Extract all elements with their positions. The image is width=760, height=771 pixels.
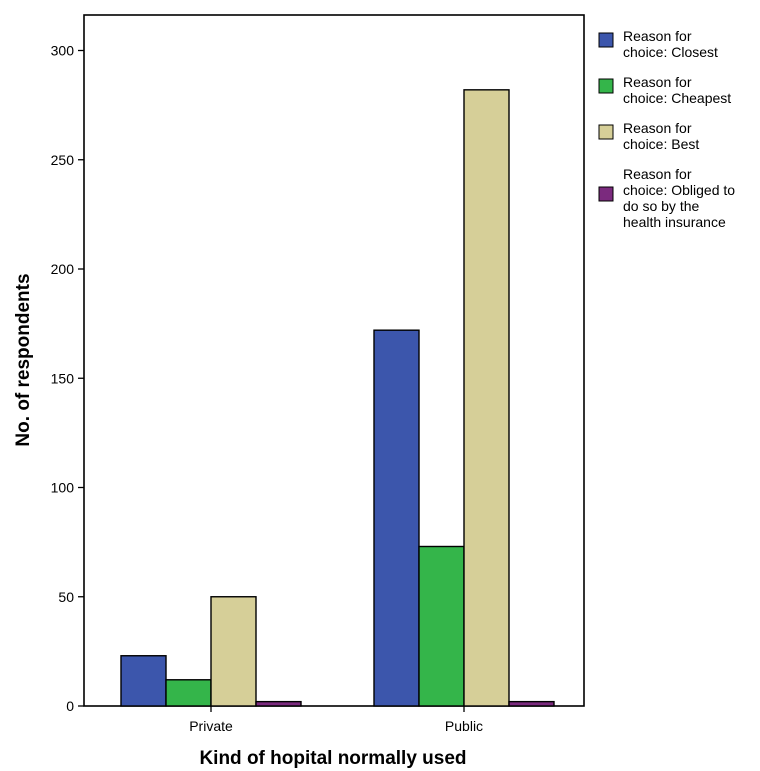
x-tick-label-private: Private [189,718,233,734]
x-axis: Private Public [189,706,483,734]
y-tick-label: 50 [58,589,74,605]
legend-swatch-4 [598,186,614,202]
bar-private-series-4 [255,700,302,707]
bar-public-series-3 [463,89,510,707]
bar-public-series-1 [373,329,420,707]
y-tick-label: 200 [51,261,75,277]
y-tick-label: 0 [66,698,74,714]
legend-swatch-1 [598,32,614,48]
y-tick-label: 250 [51,152,75,168]
legend: Reason for choice: Closest Reason for choic… [598,28,735,230]
y-tick-label: 150 [51,370,75,386]
legend-label-4: Reason for choice: Obliged to do so by the… [623,166,735,230]
bar-public-series-4 [508,700,555,707]
legend-label-2: Reason for choice: Cheapest [623,74,731,106]
bar-private-series-3 [210,596,257,707]
legend-label-1: Reason for choice: Closest [623,28,718,60]
legend-label-3: Reason for choice: Best [623,120,699,152]
y-axis: 0 50 100 150 200 250 300 [51,43,84,714]
bar-private-series-1 [120,655,167,707]
bars [120,89,555,707]
bar-public-series-2 [418,545,465,707]
y-tick-label: 300 [51,43,75,59]
bar-private-series-2 [165,679,212,707]
legend-swatch-3 [598,124,614,140]
x-axis-title: Kind of hopital normally used [199,748,466,769]
y-axis-title: No. of respondents [13,273,34,446]
y-tick-label: 100 [51,480,75,496]
legend-swatch-2 [598,78,614,94]
x-tick-label-public: Public [445,718,483,734]
